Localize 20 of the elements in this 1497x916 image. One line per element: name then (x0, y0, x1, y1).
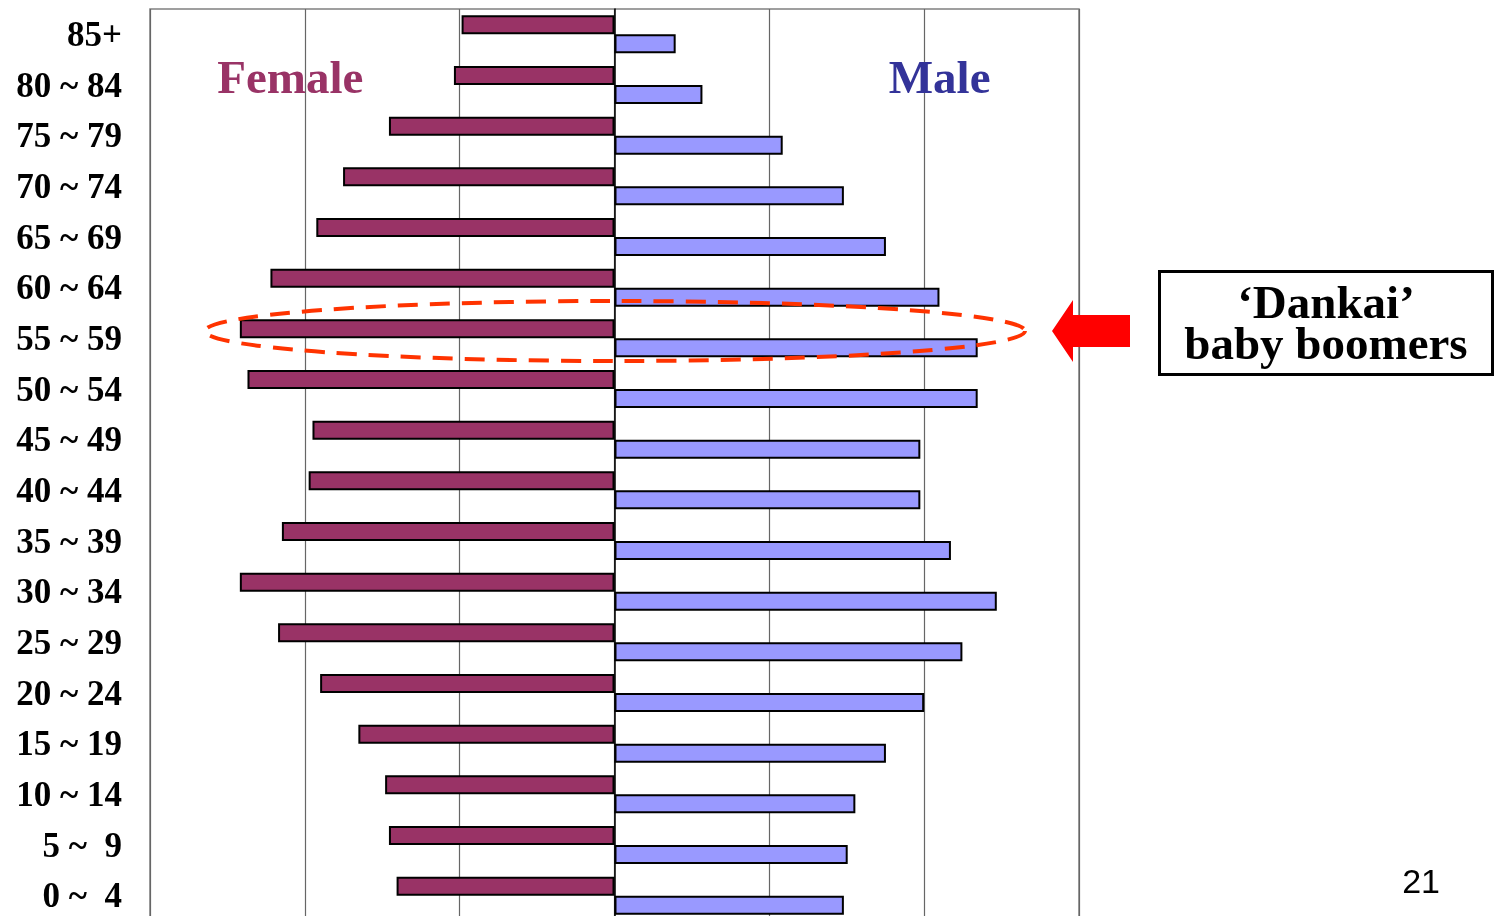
y-tick-label: 55 ~ 59 (16, 318, 122, 358)
y-tick-label: 0 ~ 4 (42, 876, 122, 916)
y-tick-label: 40 ~ 44 (16, 470, 122, 510)
text: 21 (1402, 862, 1440, 900)
y-tick-label: 15 ~ 19 (16, 724, 122, 764)
y-tick-label: 30 ~ 34 (16, 572, 122, 612)
y-tick-label: 80 ~ 84 (16, 65, 122, 105)
y-tick-label: 50 ~ 54 (16, 369, 122, 409)
y-tick-label: 75 ~ 79 (16, 116, 122, 156)
y-tick-label: 20 ~ 24 (16, 673, 122, 713)
y-tick-label: 10 ~ 14 (16, 774, 122, 814)
y-tick-label: 85+ (67, 14, 122, 54)
y-tick-label: 5 ~ 9 (42, 825, 122, 865)
y-tick-label: 45 ~ 49 (16, 420, 122, 460)
y-tick-label: 65 ~ 69 (16, 217, 122, 257)
y-tick-label: 60 ~ 64 (16, 268, 122, 308)
y-tick-label: 35 ~ 39 (16, 521, 122, 561)
y-tick-label: 25 ~ 29 (16, 622, 122, 662)
text: ‘Dankai’ baby boomers (1158, 270, 1494, 376)
y-tick-label: 70 ~ 74 (16, 166, 122, 206)
